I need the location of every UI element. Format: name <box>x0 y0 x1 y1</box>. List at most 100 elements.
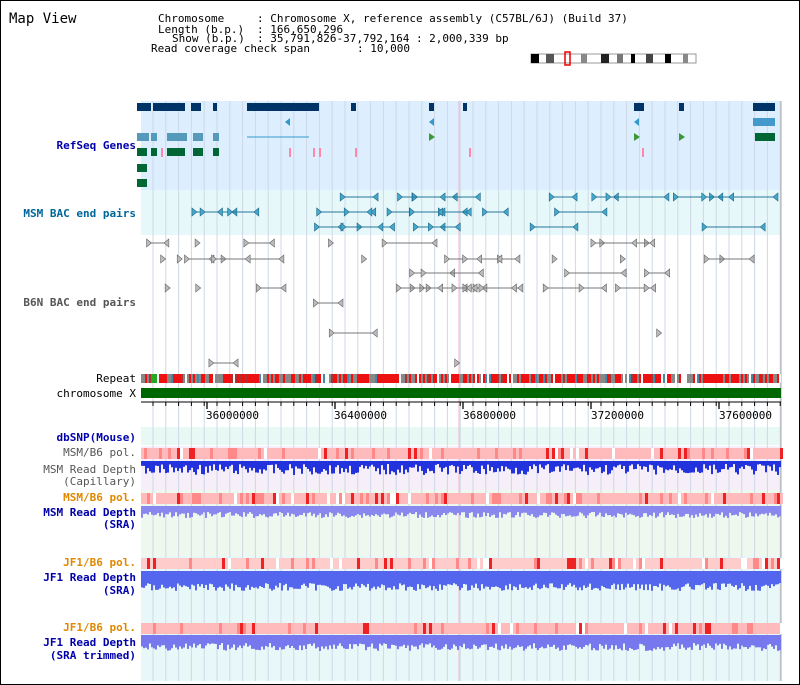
read-depth-bar <box>509 461 511 470</box>
b6n-bac-end <box>381 238 388 248</box>
polymorphism-cell <box>609 623 612 634</box>
repeat-element <box>263 374 265 383</box>
polymorphism-cell <box>303 623 306 634</box>
polymorphism-cell <box>318 448 321 459</box>
read-depth-bar <box>441 506 443 516</box>
track-label-jf1-depth-trim[interactable]: JF1 Read Depth <box>43 636 136 649</box>
track-label-jf1-depth-sra[interactable]: JF1 Read Depth <box>43 571 136 584</box>
read-depth-bar <box>445 571 447 586</box>
track-label-msm-b6-pol-1[interactable]: MSM/B6 pol. <box>63 446 136 459</box>
msm-bac-end <box>316 207 323 217</box>
ideogram-band <box>646 54 653 63</box>
polymorphism-cell <box>750 493 753 504</box>
polymorphism-cell <box>585 493 588 504</box>
refseq-gene <box>429 103 434 111</box>
polymorphism-cell <box>741 558 744 569</box>
track-label-msm-depth-sra[interactable]: MSM Read Depth <box>43 506 136 519</box>
refseq-track-bg <box>141 101 781 190</box>
polymorphism-cell <box>729 493 732 504</box>
read-depth-bar <box>291 571 293 588</box>
polymorphism-cell <box>573 448 576 459</box>
read-depth-bar <box>169 506 171 513</box>
track-label-jf1-b6-pol-1[interactable]: JF1/B6 pol. <box>63 556 136 569</box>
polymorphism-cell <box>765 493 768 504</box>
polymorphism-cell <box>402 448 405 459</box>
repeat-element <box>525 374 527 383</box>
repeat-element <box>367 374 369 383</box>
polymorphism-cell <box>504 558 507 569</box>
read-depth-bar <box>435 571 437 589</box>
track-label-refseq[interactable]: RefSeq Genes <box>56 139 136 152</box>
track-label-b6n-bac[interactable]: B6N BAC end pairs <box>23 296 136 309</box>
read-depth-bar <box>689 506 691 518</box>
read-depth-bar <box>489 635 491 647</box>
polymorphism-cell <box>330 623 333 634</box>
read-depth-bar <box>619 461 621 465</box>
polymorphism-cell <box>540 623 543 634</box>
read-depth-bar <box>211 635 213 644</box>
polymorphism-cell <box>336 448 339 459</box>
ideogram-band <box>617 54 623 63</box>
repeat-element <box>439 374 441 383</box>
polymorphism-cell <box>297 623 300 634</box>
read-depth-bar <box>271 506 273 517</box>
read-depth-bar <box>257 506 259 517</box>
read-depth-bar <box>215 571 217 591</box>
repeat-element <box>485 374 487 383</box>
polymorphism-cell <box>522 623 525 634</box>
read-depth-bar <box>563 506 565 515</box>
repeat-element <box>477 374 479 383</box>
repeat-element <box>699 374 701 383</box>
polymorphism-cell <box>357 623 360 634</box>
read-depth-bar <box>517 461 519 475</box>
read-depth-bar <box>267 506 269 518</box>
read-depth-bar <box>697 461 699 472</box>
read-depth-bar <box>767 571 769 586</box>
repeat-element <box>353 374 355 383</box>
read-depth-bar <box>679 506 681 517</box>
polymorphism-cell <box>447 558 450 569</box>
read-depth-bar <box>161 571 163 585</box>
track-label-jf1-b6-pol-2[interactable]: JF1/B6 pol. <box>63 621 136 634</box>
polymorphism-cell <box>315 493 318 504</box>
read-depth-bar <box>219 461 221 465</box>
polymorphism-cell <box>195 558 198 569</box>
read-depth-bar <box>443 461 445 469</box>
read-depth-bar <box>487 461 489 465</box>
track-label-dbsnp[interactable]: dbSNP(Mouse) <box>56 431 136 444</box>
track-label-msm-depth-cap[interactable]: MSM Read Depth <box>43 463 136 476</box>
read-depth-bar <box>207 571 209 590</box>
read-depth-bar <box>551 461 553 472</box>
refseq-gene-arrow <box>679 133 685 141</box>
polymorphism-cell <box>225 493 228 504</box>
polymorphism-cell <box>279 448 282 459</box>
polymorphism-cell <box>342 493 345 504</box>
read-depth-bar <box>281 461 283 472</box>
read-depth-bar <box>223 571 225 591</box>
read-depth-bar <box>329 571 331 589</box>
polymorphism-cell <box>717 448 720 459</box>
polymorphism-cell <box>423 448 426 459</box>
read-depth-bar <box>275 461 277 465</box>
repeat-element <box>483 374 485 383</box>
track-label-msm-b6-pol-2[interactable]: MSM/B6 pol. <box>63 491 136 504</box>
read-depth-bar <box>559 506 561 518</box>
polymorphism-cell <box>432 493 435 504</box>
polymorphism-cell <box>642 623 645 634</box>
polymorphism-cell <box>678 448 681 459</box>
polymorphism-cell <box>681 558 684 569</box>
polymorphism-cell <box>660 448 663 459</box>
polymorphism-cell <box>150 448 153 459</box>
read-depth-bar <box>627 571 629 584</box>
read-depth-bar <box>443 635 445 647</box>
polymorphism-cell <box>162 623 165 634</box>
read-depth-bar <box>495 461 497 472</box>
read-depth-bar <box>741 635 743 646</box>
polymorphism-cell <box>552 448 555 459</box>
polymorphism-cell <box>441 493 444 504</box>
repeat-element <box>647 374 649 383</box>
track-label-msm-bac[interactable]: MSM BAC end pairs <box>23 207 136 220</box>
polymorphism-cell <box>315 623 318 634</box>
read-depth-bar <box>189 461 191 471</box>
